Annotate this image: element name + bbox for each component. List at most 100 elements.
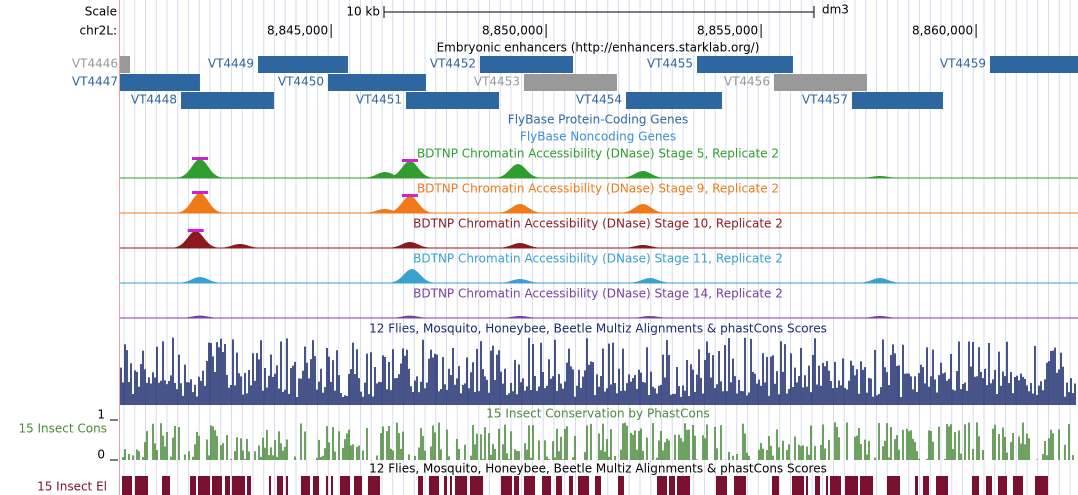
enhancer[interactable] (773, 74, 867, 91)
element-block (618, 476, 624, 495)
tick-label: 8,860,000 (912, 24, 973, 38)
element-block (772, 476, 779, 495)
y-tick-label: 0 (97, 448, 105, 462)
track-title: 12 Flies, Mosquito, Honeybee, Beetle Mul… (369, 322, 827, 336)
element-block (524, 476, 535, 495)
enhancer[interactable] (120, 56, 131, 73)
element-block (578, 476, 589, 495)
element-block (734, 476, 746, 495)
enhancer[interactable] (989, 56, 1078, 73)
track-title[interactable]: FlyBase Noncoding Genes (520, 130, 676, 144)
track-title[interactable]: BDTNP Chromatin Accessibility (DNase) St… (413, 287, 783, 301)
enhancer[interactable] (696, 56, 793, 73)
track-title: Embryonic enhancers (http://enhancers.st… (437, 41, 760, 55)
track-title: 12 Flies, Mosquito, Honeybee, Beetle Mul… (369, 462, 827, 476)
signal-peak (177, 193, 223, 213)
enhancer[interactable] (120, 74, 200, 91)
enhancer-label[interactable]: VT4447 (72, 75, 118, 89)
signal-peak (497, 279, 543, 283)
element-block (286, 476, 288, 495)
track-label[interactable]: 15 Insect El (37, 480, 107, 494)
signal-peak (217, 244, 263, 248)
track-title[interactable]: BDTNP Chromatin Accessibility (DNase) St… (417, 147, 779, 161)
element-block (122, 476, 132, 495)
element-block (556, 476, 562, 495)
element-block (657, 476, 667, 495)
enhancer-label[interactable]: VT4448 (131, 93, 177, 107)
scale-label: Scale (85, 5, 117, 19)
element-block (1013, 476, 1023, 495)
enhancer-label[interactable]: VT4451 (356, 93, 402, 107)
enhancer-label[interactable]: VT4446 (72, 57, 118, 71)
track-title: 15 Insect Conservation by PhastCons (486, 407, 709, 421)
signal-peak (387, 242, 433, 248)
enhancer-label[interactable]: VT4452 (430, 57, 476, 71)
signal-peak (173, 231, 219, 248)
signal-peak (620, 204, 666, 213)
element-block (972, 476, 979, 495)
track-title[interactable]: BDTNP Chromatin Accessibility (DNase) St… (413, 252, 783, 266)
element-block (313, 476, 319, 495)
element-block (331, 476, 333, 495)
signal-peak (387, 196, 433, 213)
signal-peak (857, 278, 903, 283)
enhancer[interactable] (851, 92, 943, 109)
enhancer-label[interactable]: VT4454 (576, 93, 622, 107)
enhancer-label[interactable]: VT4455 (647, 57, 693, 71)
element-block (198, 476, 210, 495)
multiz-signal (120, 337, 1076, 405)
enhancer-label[interactable]: VT4449 (208, 57, 254, 71)
enhancer[interactable] (405, 92, 499, 109)
element-block (815, 476, 820, 495)
element-block (212, 476, 222, 495)
element-block (923, 476, 929, 495)
element-block (936, 476, 948, 495)
enhancer[interactable] (327, 74, 426, 91)
track-label[interactable]: 15 Insect Cons (18, 422, 107, 436)
tick-label: 8,850,000 (482, 24, 543, 38)
element-block (135, 476, 148, 495)
signal-peak (857, 176, 903, 178)
element-block (845, 476, 858, 495)
element-block (429, 476, 439, 495)
element-block (232, 476, 245, 495)
element-block (1035, 476, 1048, 495)
element-block (569, 476, 573, 495)
element-block (986, 476, 992, 495)
element-block (368, 476, 380, 495)
element-block (542, 476, 551, 495)
track-title[interactable]: BDTNP Chromatin Accessibility (DNase) St… (413, 217, 783, 231)
element-block (455, 476, 467, 495)
enhancer[interactable] (626, 92, 722, 109)
element-block (162, 476, 170, 495)
enhancer-label[interactable]: VT4457 (802, 93, 848, 107)
signal-peak (497, 204, 543, 213)
tick-label: 8,855,000 (697, 24, 758, 38)
clip-cap (187, 229, 204, 232)
enhancer-label[interactable]: VT4456 (724, 75, 770, 89)
element-block (470, 476, 483, 495)
element-block (269, 476, 271, 495)
enhancer[interactable] (181, 92, 274, 109)
signal-peak (177, 315, 223, 318)
element-block (418, 476, 423, 495)
signal-peak (627, 278, 673, 283)
enhancer[interactable] (479, 56, 573, 73)
element-block (444, 476, 447, 495)
element-block (677, 476, 690, 495)
enhancer[interactable] (523, 74, 617, 91)
clip-cap (401, 159, 418, 162)
enhancer[interactable] (257, 56, 348, 73)
enhancer-label[interactable]: VT4450 (278, 75, 324, 89)
track-title[interactable]: FlyBase Protein-Coding Genes (508, 113, 688, 127)
signal-peak (495, 164, 541, 178)
signal-peak (857, 316, 903, 318)
enhancer-label[interactable]: VT4459 (940, 57, 986, 71)
chrom-label: chr2L: (80, 24, 118, 38)
element-block (225, 476, 230, 495)
element-block (826, 476, 828, 495)
element-block (998, 476, 1007, 495)
track-title[interactable]: BDTNP Chromatin Accessibility (DNase) St… (417, 182, 779, 196)
enhancer-label[interactable]: VT4453 (474, 75, 520, 89)
